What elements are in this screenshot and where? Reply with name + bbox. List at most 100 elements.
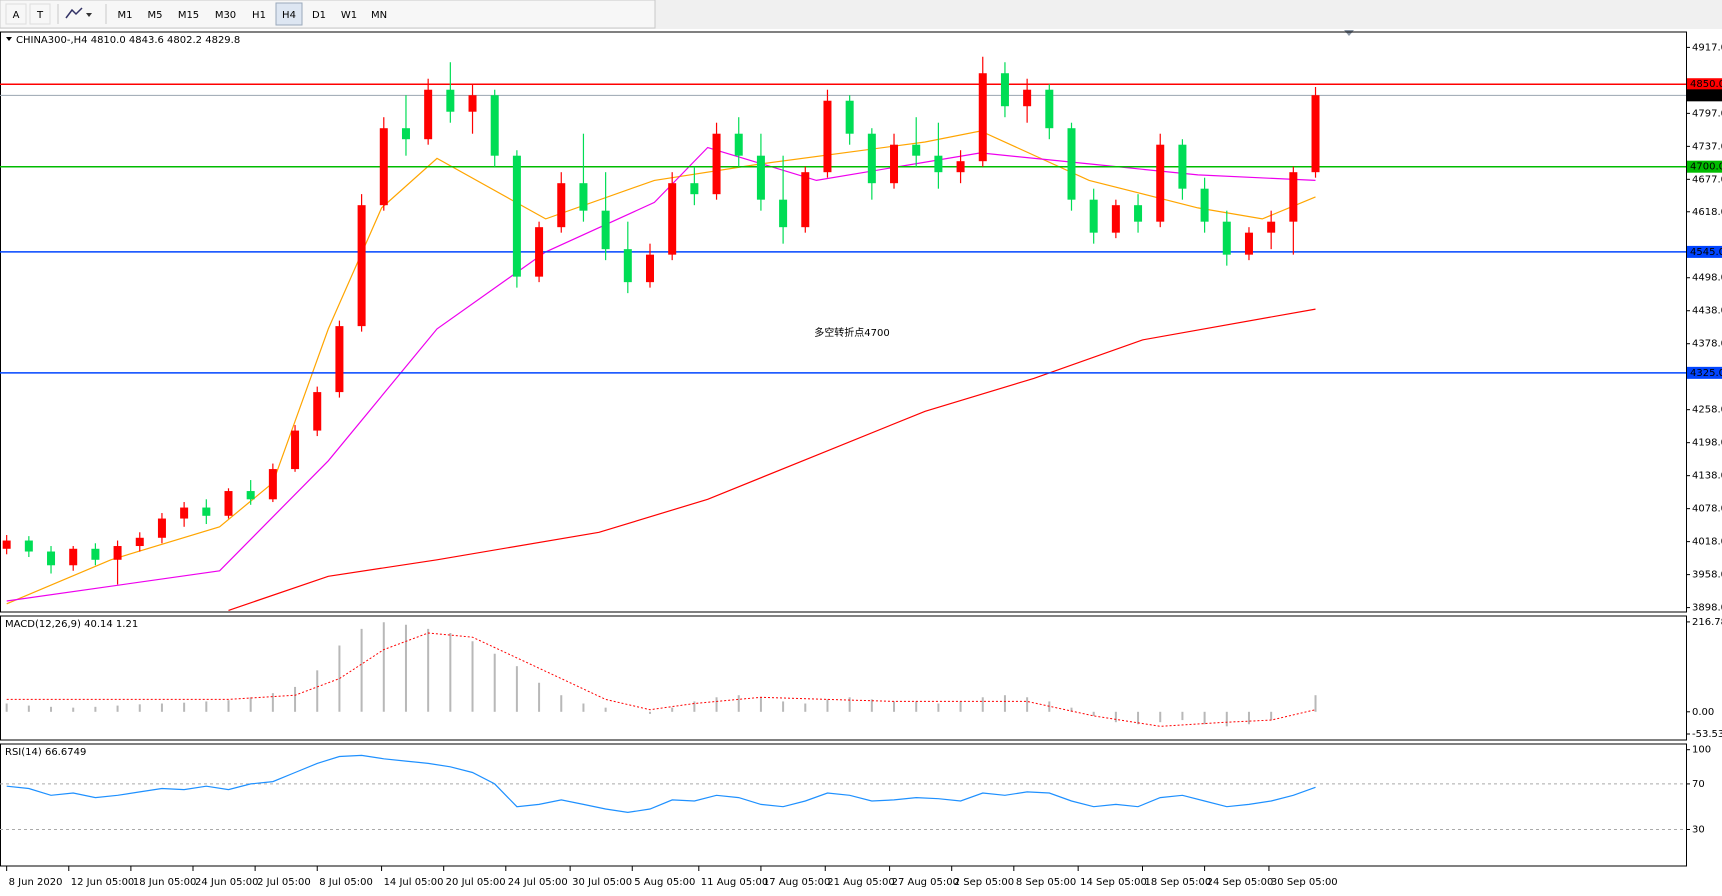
- candle-body: [468, 95, 477, 112]
- candle-body: [1200, 188, 1209, 222]
- level-tag: [1687, 160, 1722, 173]
- price-tag: [1687, 89, 1722, 102]
- timeframe-label: MN: [371, 10, 387, 21]
- level-label: 4545.0: [1690, 247, 1722, 258]
- price-label: 4829.8: [1690, 90, 1722, 101]
- moving-average: [228, 308, 1316, 611]
- x-tick-label: 2 Sep 05:00: [954, 877, 1014, 888]
- candle-body: [978, 73, 987, 162]
- x-tick-label: 20 Jul 05:00: [446, 877, 506, 888]
- y-tick-label: 3958.0: [1692, 570, 1722, 581]
- candle-body: [1222, 221, 1231, 255]
- candle-body: [557, 183, 566, 228]
- candle-body: [823, 100, 832, 173]
- timeframe-button[interactable]: [275, 2, 303, 26]
- x-tick-label: 27 Aug 05:00: [892, 877, 959, 888]
- candle-body: [1156, 144, 1165, 222]
- candle-body: [1244, 232, 1253, 255]
- level-label: 4700.0: [1690, 162, 1722, 173]
- panel-title: CHINA300-,H4 4810.0 4843.6 4802.2 4829.8: [16, 35, 240, 46]
- panel-frame: [0, 31, 1687, 613]
- tool-button[interactable]: [5, 3, 27, 25]
- candle-body: [446, 89, 455, 112]
- y-tick-label: 4138.0: [1692, 471, 1722, 482]
- candle-body: [1178, 144, 1187, 189]
- x-tick-label: 18 Jun 05:00: [133, 877, 197, 888]
- candle-body: [2, 540, 11, 549]
- candle-body: [113, 546, 122, 560]
- timeframe-button[interactable]: [246, 3, 272, 25]
- moving-average: [6, 146, 1316, 602]
- candle-body: [268, 469, 277, 500]
- candle-body: [1267, 221, 1276, 233]
- level-tag: [1687, 366, 1722, 379]
- tool-button[interactable]: [29, 3, 51, 25]
- candle-body: [801, 172, 810, 228]
- candle-body: [379, 128, 388, 206]
- candle-body: [579, 183, 588, 211]
- timeframe-button[interactable]: [209, 3, 242, 25]
- y-tick-label: -53.53: [1692, 729, 1722, 740]
- timeframe-label: M5: [148, 10, 163, 21]
- tool-draw-icon[interactable]: [65, 7, 83, 19]
- candle-body: [645, 254, 654, 283]
- candle-body: [890, 144, 899, 184]
- candle-body: [424, 89, 433, 140]
- level-tag: [1687, 245, 1722, 258]
- x-tick-label: 14 Jul 05:00: [384, 877, 444, 888]
- annotation: 多空转折点4700: [814, 326, 889, 339]
- timeframe-label: H1: [252, 10, 266, 21]
- tool-label: T: [36, 10, 44, 21]
- x-tick-label: 24 Jul 05:00: [508, 877, 568, 888]
- y-tick-label: 4498.0: [1692, 273, 1722, 284]
- x-tick-label: 24 Jun 05:00: [195, 877, 259, 888]
- tool-label: A: [13, 10, 20, 21]
- timeframe-button[interactable]: [172, 3, 205, 25]
- level-tag: [1687, 78, 1722, 91]
- x-tick-label: 24 Sep 05:00: [1207, 877, 1274, 888]
- candle-body: [313, 392, 322, 431]
- candle-body: [157, 518, 166, 538]
- candle-body: [956, 161, 965, 173]
- timeframe-button[interactable]: [112, 3, 138, 25]
- y-tick-label: 70: [1692, 779, 1705, 790]
- tool-dropdown[interactable]: [86, 13, 92, 17]
- y-tick-label: 30: [1692, 825, 1705, 836]
- rsi-line: [6, 754, 1316, 814]
- x-tick-label: 17 Aug 05:00: [763, 877, 830, 888]
- candle-body: [91, 548, 100, 560]
- x-tick-label: 11 Aug 05:00: [701, 877, 768, 888]
- candle-body: [69, 548, 78, 566]
- candle-body: [401, 128, 410, 140]
- candle-body: [535, 227, 544, 277]
- candle-body: [47, 551, 56, 566]
- timeframe-button[interactable]: [336, 3, 362, 25]
- x-tick-label: 30 Sep 05:00: [1271, 877, 1338, 888]
- candle-body: [246, 491, 255, 500]
- timeframe-label: M15: [178, 10, 199, 21]
- candle-body: [867, 133, 876, 184]
- timeframe-button[interactable]: [366, 3, 392, 25]
- candle-body: [135, 537, 144, 547]
- y-tick-label: 4917.0: [1692, 42, 1722, 53]
- level-label: 4850.0: [1690, 79, 1722, 90]
- x-tick-label: 12 Jun 05:00: [71, 877, 135, 888]
- x-tick-label: 5 Aug 05:00: [634, 877, 695, 888]
- x-tick-label: 8 Jun 2020: [9, 877, 63, 888]
- candle-body: [490, 95, 499, 156]
- candle-body: [668, 183, 677, 255]
- y-tick-label: 4677.0: [1692, 174, 1722, 185]
- timeframe-label: H4: [282, 10, 296, 21]
- timeframe-button[interactable]: [306, 3, 332, 25]
- timeframe-button[interactable]: [142, 3, 168, 25]
- timeframe-label: M1: [118, 10, 133, 21]
- x-tick-label: 8 Sep 05:00: [1016, 877, 1076, 888]
- timeframe-label: M30: [215, 10, 236, 21]
- candle-body: [224, 491, 233, 516]
- y-tick-label: 4618.0: [1692, 207, 1722, 218]
- candle-body: [1134, 205, 1143, 222]
- x-tick-label: 14 Sep 05:00: [1080, 877, 1147, 888]
- panel-title: MACD(12,26,9) 40.14 1.21: [5, 619, 138, 630]
- candle-body: [1111, 205, 1120, 233]
